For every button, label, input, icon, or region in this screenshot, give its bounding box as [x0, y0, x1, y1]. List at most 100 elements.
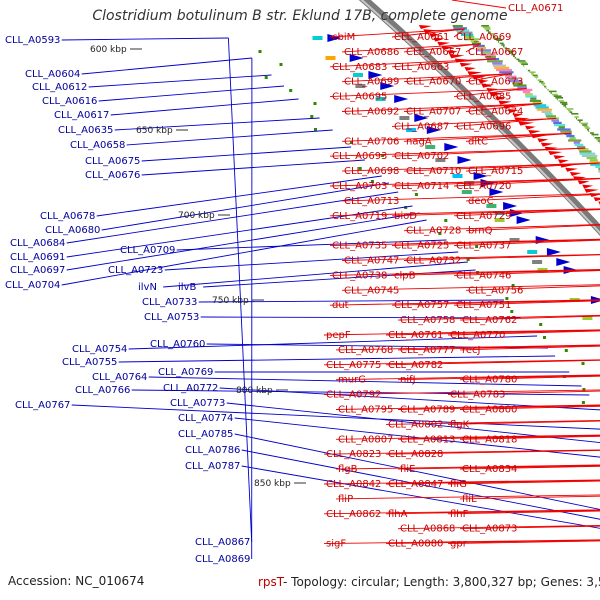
right-connector-line: [447, 540, 600, 545]
right-connector-line: [453, 209, 600, 217]
gc-skew-segment: [596, 138, 600, 141]
forward-feature: [489, 188, 504, 196]
left-gene-label: CLL_A0704: [5, 280, 60, 291]
forward-feature-block: [406, 128, 417, 132]
right-connector-line: [391, 239, 600, 247]
left-gene-label: CLL_A0658: [70, 140, 125, 151]
gc-segment: [558, 126, 565, 129]
right-label-connectors: [323, 0, 600, 545]
gc-segment: [560, 130, 572, 133]
gc-segment: [496, 69, 512, 72]
right-gene-label: CLL_A0868: [400, 524, 455, 535]
gc-skew-segment: [547, 89, 549, 91]
gc-segment: [541, 110, 552, 113]
right-gene-label: CLL_A0746: [456, 270, 511, 281]
gc-content-track: [452, 25, 600, 175]
gc-skew-segment: [508, 50, 515, 53]
left-connector-line: [126, 129, 333, 146]
right-connector-line: [341, 284, 600, 291]
right-gene-label: CLL_A0683: [332, 62, 387, 73]
gc-segment: [535, 106, 549, 109]
forward-feature-block: [312, 36, 323, 40]
left-connector-line: [200, 316, 521, 319]
reverse-feature: [582, 184, 594, 189]
reverse-feature: [593, 197, 600, 202]
forward-feature: [414, 114, 429, 122]
right-gene-label: CLL_A0782: [388, 360, 443, 371]
reverse-feature: [537, 138, 549, 143]
gc-skew-segment: [534, 76, 539, 78]
reverse-feature: [464, 67, 477, 71]
gc-skew-segment: [563, 105, 567, 107]
gc-marker: [539, 323, 543, 326]
right-connector-line: [459, 375, 600, 381]
gc-skew-segment: [555, 97, 564, 99]
right-gene-label: flhF: [450, 509, 469, 520]
reverse-feature: [433, 37, 445, 42]
gc-skew-segment: [488, 31, 491, 33]
right-connector-line: [341, 253, 600, 261]
gc-segment: [589, 159, 598, 162]
right-connector-line: [323, 389, 600, 396]
reverse-feature: [528, 130, 541, 134]
right-gene-label: CLL_A0757: [394, 300, 449, 311]
gc-segment: [525, 93, 533, 96]
right-gene-label: CLL_A0762: [462, 315, 517, 326]
left-gene-label: CLL_A0617: [54, 110, 109, 121]
forward-feature: [394, 95, 409, 103]
right-connector-line: [385, 449, 600, 455]
gc-segment: [577, 148, 589, 151]
gc-skew-segment: [556, 98, 558, 101]
gc-marker: [466, 258, 470, 261]
gc-segment: [568, 139, 582, 142]
right-connector-line: [453, 239, 600, 247]
forward-feature: [556, 258, 571, 266]
right-connector-line: [335, 374, 600, 381]
right-gene-label: CLL_A0692: [344, 107, 399, 118]
right-gene-label: CLL_A0813: [400, 434, 455, 445]
right-connector-line: [323, 479, 600, 485]
right-gene-label: CLL_A0713: [344, 196, 399, 207]
scale-tick-label: 650 kbp: [136, 126, 173, 136]
right-gene-label: CLL_A0783: [450, 390, 505, 401]
right-gene-label: CLL_A0728: [406, 226, 461, 237]
left-gene-label: CLL_A0635: [58, 125, 113, 136]
left-gene-label: ilvB: [178, 282, 196, 293]
forward-feature-block: [435, 158, 446, 162]
gc-segment: [508, 77, 519, 80]
gc-segment: [525, 95, 537, 98]
right-connector-line: [397, 435, 600, 440]
gc-segment: [492, 62, 503, 65]
forward-feature-block: [355, 84, 366, 88]
gc-skew-segment: [498, 41, 500, 43]
gc-skew-segment: [506, 49, 511, 51]
right-gene-label: CLL_A0685: [456, 92, 511, 103]
right-connector-line: [335, 344, 600, 351]
right-gene-label: flgK: [450, 419, 470, 430]
right-gene-label: CLL_A0818: [462, 434, 517, 445]
gc-segment: [579, 152, 596, 155]
forward-feature: [457, 156, 472, 164]
right-gene-label: CLL_A0698: [344, 166, 399, 177]
right-gene-label: dltC: [468, 136, 488, 147]
gc-segment: [579, 150, 592, 153]
right-gene-label: CLL_A0768: [338, 345, 393, 356]
right-gene-label: CLL_A0758: [400, 315, 455, 326]
gc-skew-segment: [489, 33, 495, 35]
right-connector-line: [341, 43, 481, 53]
reverse-feature: [565, 167, 578, 172]
forward-feature: [444, 143, 459, 151]
right-connector-line: [329, 28, 465, 38]
left-gene-label: CLL_A0867: [195, 537, 250, 548]
last-gene-label: rpsT: [258, 575, 284, 589]
left-gene-label: CLL_A0676: [85, 170, 140, 181]
gc-skew-segment: [513, 55, 515, 57]
left-connector-line: [131, 389, 590, 396]
right-connector-line: [329, 88, 527, 98]
forward-feature-block: [325, 56, 336, 60]
left-gene-label: CLL_A0785: [178, 429, 233, 440]
right-connector-line: [453, 117, 557, 127]
right-gene-label: CLL_A0873: [462, 524, 517, 535]
right-gene-label: CLL_A0674: [468, 107, 523, 118]
